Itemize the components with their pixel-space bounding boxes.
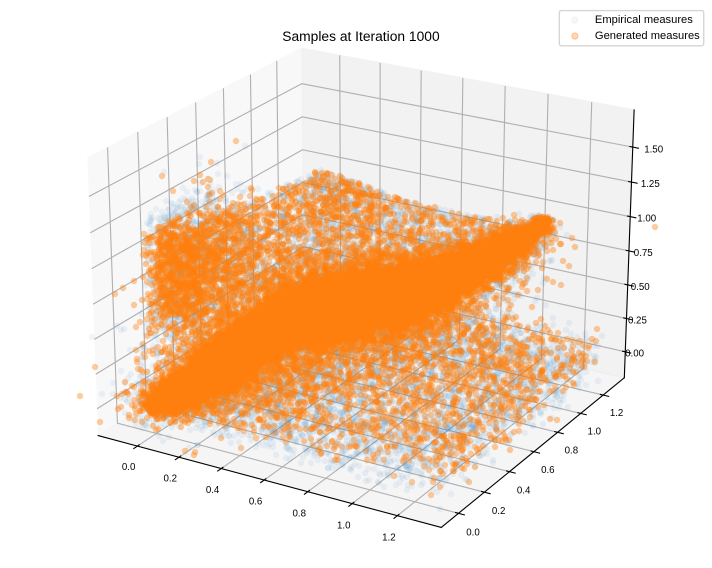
- svg-text:1.25: 1.25: [641, 179, 660, 190]
- svg-text:Generated measures: Generated measures: [595, 30, 700, 42]
- svg-text:0.6: 0.6: [249, 496, 263, 507]
- svg-text:0.4: 0.4: [206, 485, 220, 496]
- svg-text:Samples at Iteration 1000: Samples at Iteration 1000: [282, 28, 440, 44]
- svg-text:Empirical measures: Empirical measures: [595, 14, 693, 26]
- svg-text:0.25: 0.25: [628, 315, 647, 326]
- svg-text:0.2: 0.2: [492, 506, 506, 517]
- svg-text:1.2: 1.2: [610, 408, 624, 419]
- svg-text:0.2: 0.2: [164, 473, 178, 484]
- svg-text:1.50: 1.50: [644, 144, 664, 155]
- svg-text:0.6: 0.6: [541, 465, 555, 476]
- svg-text:0.4: 0.4: [517, 485, 531, 496]
- svg-text:0.75: 0.75: [634, 248, 653, 259]
- svg-text:0.0: 0.0: [466, 527, 480, 538]
- svg-text:1.0: 1.0: [337, 520, 351, 531]
- svg-text:0.0: 0.0: [122, 462, 136, 473]
- svg-text:1.0: 1.0: [588, 426, 602, 437]
- svg-text:0.8: 0.8: [293, 508, 307, 519]
- svg-text:1.2: 1.2: [382, 533, 396, 544]
- svg-text:0.00: 0.00: [625, 349, 645, 360]
- svg-text:0.8: 0.8: [565, 446, 579, 457]
- svg-text:0.50: 0.50: [631, 282, 651, 293]
- svg-text:1.00: 1.00: [637, 214, 657, 225]
